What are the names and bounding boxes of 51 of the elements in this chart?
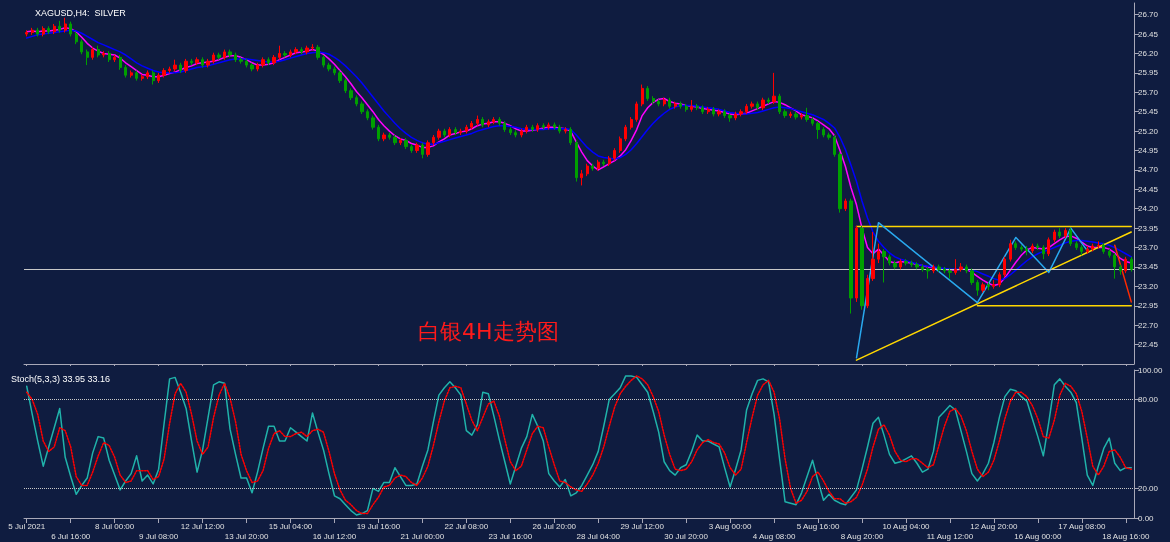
y-tick-label: 0.00 <box>1138 513 1155 523</box>
y-tick-label: 23.20 <box>1138 281 1159 291</box>
y-tick-label: 20.00 <box>1138 483 1159 493</box>
x-tick-label: 29 Jul 12:00 <box>620 521 665 531</box>
y-tick-label: 25.20 <box>1138 126 1159 136</box>
x-tick-label: 6 Jul 16:00 <box>51 531 91 541</box>
x-tick-label: 11 Aug 12:00 <box>926 531 974 541</box>
x-tick-label: 16 Jul 12:00 <box>312 531 357 541</box>
x-tick-label: 5 Aug 16:00 <box>796 521 840 531</box>
y-tick-label: 24.95 <box>1138 146 1159 156</box>
y-tick-label: 80.00 <box>1138 395 1159 405</box>
x-tick-label: 5 Jul 2021 <box>8 521 46 531</box>
y-tick-label: 23.70 <box>1138 243 1159 253</box>
x-tick-label: 23 Jul 16:00 <box>488 531 533 541</box>
chart-title: Stoch(5,3,3) 33.95 33.16 <box>11 373 111 384</box>
y-tick-label: 23.45 <box>1138 262 1159 272</box>
x-tick-label: 18 Aug 16:00 <box>1102 531 1150 541</box>
x-tick-label: 21 Jul 00:00 <box>400 531 445 541</box>
y-tick-label: 22.70 <box>1138 320 1159 330</box>
y-tick-label: 25.70 <box>1138 87 1159 97</box>
y-tick-label: 26.20 <box>1138 48 1159 58</box>
y-tick-label: 24.20 <box>1138 204 1159 214</box>
x-tick-label: 8 Aug 20:00 <box>840 531 884 541</box>
y-tick-label: 100.00 <box>1138 365 1164 375</box>
y-tick-label: 23.95 <box>1138 223 1159 233</box>
x-tick-label: 13 Jul 20:00 <box>224 531 269 541</box>
y-tick-label: 24.70 <box>1138 165 1159 175</box>
x-tick-label: 26 Jul 20:00 <box>532 521 577 531</box>
y-tick-label: 24.45 <box>1138 184 1159 194</box>
x-tick-label: 4 Aug 08:00 <box>752 531 796 541</box>
x-tick-label: 15 Jul 04:00 <box>268 521 313 531</box>
x-tick-label: 9 Jul 08:00 <box>139 531 179 541</box>
y-tick-label: 25.45 <box>1138 107 1159 117</box>
y-tick-label: 26.70 <box>1138 10 1159 20</box>
x-tick-label: 17 Aug 08:00 <box>1058 521 1106 531</box>
y-tick-label: 22.45 <box>1138 340 1159 350</box>
annotation: 白银4H走势图 <box>418 318 559 344</box>
x-tick-label: 30 Jul 20:00 <box>664 531 709 541</box>
text: XAGUSD,H4: SILVER <box>35 7 127 18</box>
y-tick-label: 22.95 <box>1138 301 1159 311</box>
x-tick-label: 8 Jul 00:00 <box>95 521 135 531</box>
x-tick-label: 12 Jul 12:00 <box>180 521 225 531</box>
x-tick-label: 19 Jul 16:00 <box>356 521 401 531</box>
x-tick-label: 16 Aug 00:00 <box>1014 531 1062 541</box>
y-tick-label: 26.45 <box>1138 29 1159 39</box>
x-tick-label: 10 Aug 04:00 <box>882 521 931 531</box>
x-tick-label: 12 Aug 20:00 <box>970 521 1019 531</box>
y-tick-label: 25.95 <box>1138 68 1159 78</box>
x-tick-label: 22 Jul 08:00 <box>444 521 489 531</box>
x-tick-label: 28 Jul 04:00 <box>576 531 621 541</box>
x-tick-label: 3 Aug 00:00 <box>708 521 753 531</box>
